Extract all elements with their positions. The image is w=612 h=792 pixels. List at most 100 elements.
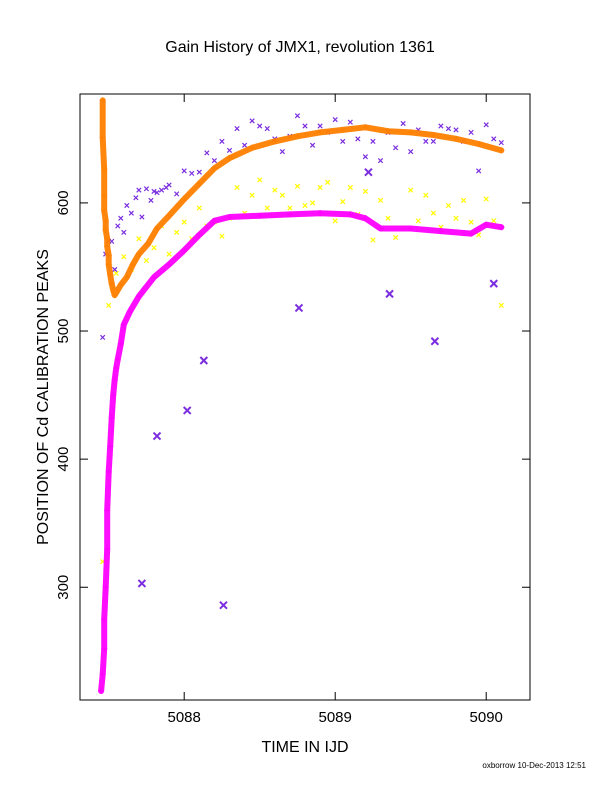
point-magenta-30	[407, 225, 414, 232]
point-purple-9	[128, 210, 134, 216]
point-magenta-6	[104, 507, 111, 514]
point-orange-34	[407, 129, 414, 136]
point-yellow-31	[332, 218, 338, 224]
point-magenta-1	[99, 671, 106, 678]
point-magenta-27	[347, 211, 354, 218]
point-magenta-13	[114, 356, 121, 363]
point-purple-36	[294, 113, 301, 119]
point-magenta-32	[468, 230, 475, 237]
point-purple-62	[491, 136, 497, 142]
point-purple-26	[219, 138, 225, 145]
point-purple-20	[174, 191, 180, 197]
point-yellow-38	[385, 215, 391, 221]
point-orange-28	[271, 138, 278, 145]
point-magenta-20	[181, 247, 188, 254]
point-purple-49	[392, 145, 399, 151]
point-orange-38	[498, 147, 505, 154]
point-orange-0	[99, 97, 106, 104]
point-yellow-21	[257, 177, 263, 183]
series-orange	[99, 97, 505, 299]
point-purple-6	[118, 215, 124, 221]
point-purple-69	[294, 303, 304, 313]
point-purple-22	[189, 170, 195, 177]
point-orange-35	[430, 131, 437, 138]
point-yellow-46	[445, 202, 452, 209]
point-orange-1	[99, 134, 106, 141]
point-orange-4	[101, 207, 108, 214]
point-magenta-17	[135, 293, 142, 300]
point-magenta-9	[108, 415, 115, 422]
point-orange-11	[107, 271, 114, 278]
point-purple-34	[279, 149, 285, 155]
y-tick-label-2: 500	[55, 319, 72, 344]
point-yellow-9	[166, 251, 172, 257]
point-magenta-22	[211, 217, 218, 224]
point-purple-16	[154, 190, 160, 196]
point-purple-67	[199, 356, 209, 365]
point-orange-14	[111, 292, 118, 299]
point-magenta-8	[107, 443, 114, 450]
point-magenta-3	[101, 616, 108, 623]
y-tick-label-3: 600	[55, 190, 72, 215]
point-magenta-18	[150, 274, 157, 281]
point-magenta-31	[437, 228, 444, 235]
x-tick-label-2: 5090	[470, 709, 503, 726]
point-yellow-6	[143, 257, 150, 264]
point-purple-14	[148, 197, 154, 203]
point-yellow-13	[196, 205, 202, 211]
series-magenta	[98, 210, 505, 695]
point-yellow-7	[151, 245, 157, 251]
point-purple-51	[408, 149, 414, 155]
point-purple-7	[121, 229, 127, 235]
point-purple-32	[264, 125, 270, 132]
point-purple-13	[143, 186, 150, 192]
series-layer	[98, 97, 505, 695]
point-purple-12	[139, 214, 145, 220]
series-line-orange	[99, 97, 505, 299]
point-yellow-11	[181, 219, 187, 225]
point-purple-68	[219, 600, 228, 610]
x-axis-label: TIME IN IJD	[261, 739, 348, 756]
point-purple-28	[234, 125, 240, 132]
point-orange-27	[249, 144, 256, 151]
point-purple-53	[423, 138, 429, 145]
point-yellow-53	[498, 302, 504, 309]
point-purple-15	[151, 188, 157, 194]
point-purple-8	[124, 202, 130, 209]
point-yellow-49	[468, 219, 474, 225]
point-purple-61	[483, 122, 489, 128]
point-purple-19	[166, 182, 172, 188]
point-purple-25	[211, 157, 218, 164]
point-purple-73	[489, 279, 498, 288]
point-magenta-26	[317, 210, 324, 217]
point-orange-30	[317, 129, 324, 136]
point-orange-9	[105, 252, 112, 259]
point-magenta-14	[117, 340, 124, 347]
point-magenta-28	[362, 215, 369, 222]
point-purple-27	[226, 147, 233, 153]
y-axis: 300 400 500 600	[55, 190, 530, 600]
point-orange-6	[102, 226, 109, 233]
point-purple-55	[438, 123, 444, 129]
point-yellow-36	[370, 237, 376, 243]
series-line-magenta	[98, 210, 505, 694]
point-yellow-28	[309, 200, 316, 206]
point-yellow-26	[294, 183, 301, 189]
point-purple-44	[355, 136, 361, 142]
footer-credit: oxborrow 10-Dec-2013 12:51	[482, 761, 586, 770]
series-purple	[100, 113, 504, 610]
x-tick-label-1: 5089	[319, 709, 352, 726]
point-yellow-27	[302, 202, 308, 209]
point-orange-29	[294, 133, 301, 140]
point-purple-60	[476, 168, 482, 174]
point-orange-5	[102, 217, 109, 224]
point-purple-59	[468, 129, 474, 136]
point-yellow-16	[219, 233, 225, 239]
point-purple-45	[362, 154, 369, 160]
point-orange-33	[385, 128, 392, 135]
point-purple-41	[332, 116, 338, 123]
point-orange-18	[129, 261, 136, 268]
point-yellow-47	[453, 215, 459, 221]
point-magenta-4	[102, 584, 109, 591]
